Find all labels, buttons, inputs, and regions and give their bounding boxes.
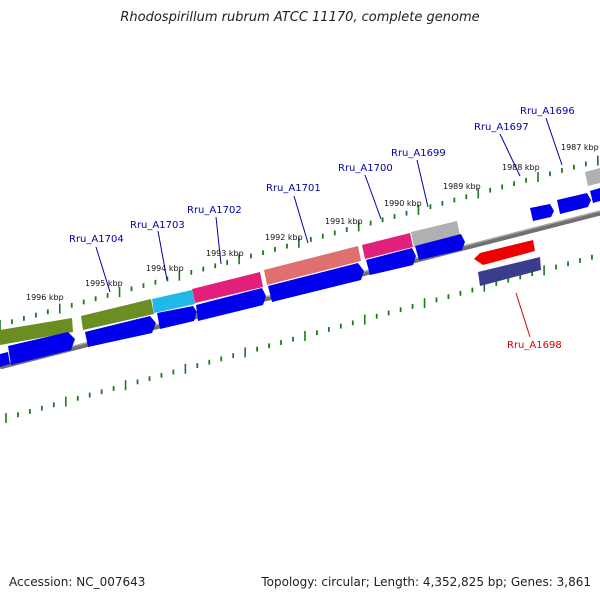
gene-label-link[interactable]: Rru_A1698 xyxy=(507,340,562,351)
gene-label-link[interactable]: Rru_A1697 xyxy=(474,122,529,133)
kbp-label: 1996 kbp xyxy=(26,293,64,302)
cds-arrow-8[interactable] xyxy=(415,234,465,260)
kbp-label: 1987 kbp xyxy=(561,143,599,152)
outer-tick-track xyxy=(0,155,599,330)
kbp-label: 1991 kbp xyxy=(325,217,363,226)
kbp-label: 1995 kbp xyxy=(85,279,123,288)
cds-arrow-9[interactable] xyxy=(530,204,554,221)
kbp-label: 1990 kbp xyxy=(384,199,422,208)
gene-bar-olive-2[interactable] xyxy=(81,299,154,330)
gene-bar-olive-1[interactable] xyxy=(0,318,73,345)
gene-bar-dark-blue[interactable] xyxy=(478,257,541,286)
feature-track-upper xyxy=(0,168,600,345)
gene-arrow-red[interactable] xyxy=(474,240,535,265)
kbp-label: 1992 kbp xyxy=(265,233,303,242)
gene-label-link[interactable]: Rru_A1701 xyxy=(266,183,321,194)
gene-label-connectors xyxy=(95,117,563,338)
cds-arrow-10[interactable] xyxy=(557,193,591,214)
gene-bar-gray-2[interactable] xyxy=(585,168,600,186)
map-title: Rhodospirillum rubrum ATCC 11170, comple… xyxy=(120,10,480,25)
gene-bar-gray-1[interactable] xyxy=(411,221,460,247)
gene-label-link[interactable]: Rru_A1704 xyxy=(69,234,124,245)
cds-arrow-1[interactable] xyxy=(0,352,10,367)
cds-arrow-5[interactable] xyxy=(196,288,266,321)
gene-label-link[interactable]: Rru_A1700 xyxy=(338,163,393,174)
gene-bar-magenta-2[interactable] xyxy=(362,233,413,259)
accession-label: Accession: NC_007643 xyxy=(9,575,146,589)
cds-arrow-3[interactable] xyxy=(85,316,156,347)
cds-arrow-2[interactable] xyxy=(8,332,75,365)
genome-summary: Topology: circular; Length: 4,352,825 bp… xyxy=(261,575,591,589)
gene-label-link[interactable]: Rru_A1696 xyxy=(520,106,575,117)
gene-bar-magenta-1[interactable] xyxy=(192,272,263,303)
reverse-feature-track xyxy=(474,240,541,286)
gene-label-link[interactable]: Rru_A1703 xyxy=(130,220,185,231)
cds-arrow-4[interactable] xyxy=(157,306,197,329)
gene-label-link[interactable]: Rru_A1702 xyxy=(187,205,242,216)
gene-bar-salmon[interactable] xyxy=(264,246,361,285)
cds-arrow-11[interactable] xyxy=(590,188,600,203)
gene-bar-cyan[interactable] xyxy=(152,290,195,313)
kbp-label: 1988 kbp xyxy=(502,163,540,172)
cds-arrow-7[interactable] xyxy=(366,248,416,275)
kbp-label: 1989 kbp xyxy=(443,182,481,191)
gene-label-link[interactable]: Rru_A1699 xyxy=(391,148,446,159)
kbp-label: 1993 kbp xyxy=(206,249,244,258)
cds-track xyxy=(0,188,600,367)
cds-arrow-6[interactable] xyxy=(268,263,364,302)
